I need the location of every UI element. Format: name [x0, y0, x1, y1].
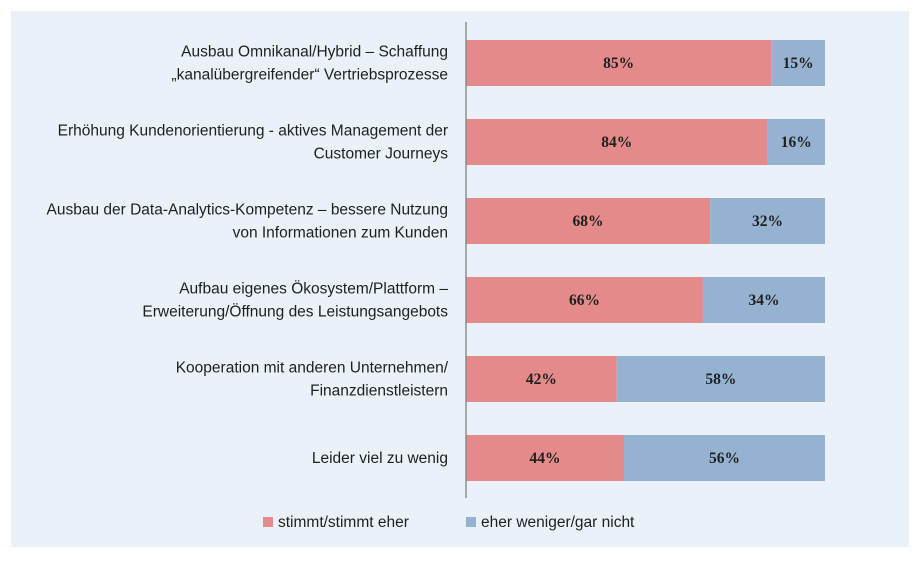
data-label-disagree-1: 15% — [783, 55, 814, 72]
data-label-disagree-5: 58% — [705, 371, 736, 388]
bar-agree-1 — [466, 40, 772, 86]
category-label-1: Ausbau Omnikanal/Hybrid – Schaffung „kana… — [171, 44, 448, 84]
data-label-agree-2: 84% — [601, 134, 632, 151]
data-label-agree-6: 44% — [529, 450, 560, 467]
data-label-disagree-4: 34% — [748, 292, 779, 309]
legend-swatch-2 — [466, 517, 476, 527]
category-label-3: Ausbau der Data-Analytics-Kompetenz – be… — [47, 202, 449, 242]
data-label-disagree-2: 16% — [781, 134, 812, 151]
bar-agree-2 — [466, 119, 768, 165]
bar-agree-6 — [466, 435, 624, 481]
category-label-2: Erhöhung Kundenorientierung - aktives Ma… — [58, 123, 449, 163]
data-label-disagree-3: 32% — [752, 213, 783, 230]
data-label-agree-1: 85% — [603, 55, 634, 72]
bar-disagree-1 — [771, 40, 825, 86]
data-label-agree-3: 68% — [573, 213, 604, 230]
bar-disagree-3 — [710, 198, 825, 244]
data-label-agree-4: 66% — [569, 292, 600, 309]
legend-label-1: stimmt/stimmt eher — [278, 514, 409, 531]
bar-disagree-5 — [616, 356, 825, 402]
bar-disagree-6 — [623, 435, 825, 481]
data-label-disagree-6: 56% — [709, 450, 740, 467]
category-label-5: Kooperation mit anderen Unternehmen/Fina… — [176, 360, 449, 400]
legend-label-2: eher weniger/gar nicht — [481, 514, 635, 531]
bar-agree-3 — [466, 198, 711, 244]
bar-agree-4 — [466, 277, 703, 323]
bar-disagree-2 — [767, 119, 825, 165]
bar-disagree-4 — [702, 277, 825, 323]
bar-agree-5 — [466, 356, 617, 402]
data-label-agree-5: 42% — [526, 371, 557, 388]
legend-swatch-1 — [263, 517, 273, 527]
category-label-4: Aufbau eigenes Ökosystem/Plattform – Erwe… — [142, 280, 448, 321]
category-label-6: Leider viel zu wenig — [312, 450, 448, 467]
